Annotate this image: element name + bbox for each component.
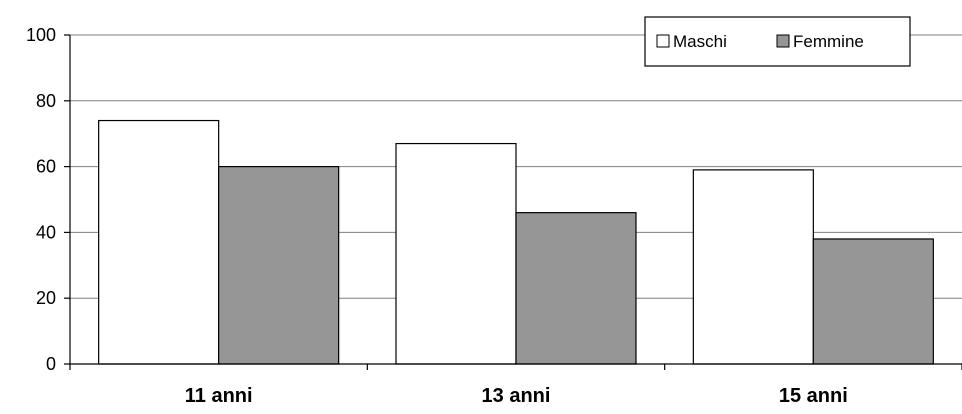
y-tick-label: 20 (36, 288, 56, 308)
legend-swatch-maschi (656, 34, 670, 48)
legend-swatch-femmine (776, 34, 790, 48)
bar-femmine-2 (515, 212, 637, 365)
y-tick-label: 40 (36, 222, 56, 242)
bars (98, 119, 934, 365)
legend: Maschi Femmine (644, 16, 911, 67)
y-tick-label: 80 (36, 91, 56, 111)
y-tick-label: 60 (36, 157, 56, 177)
legend-label-femmine: Femmine (793, 32, 864, 51)
x-category-label: 13 anni (482, 385, 551, 407)
x-category-label: 11 anni (185, 385, 253, 407)
bar-maschi-3 (692, 169, 814, 365)
bar-maschi-1 (98, 119, 220, 365)
y-tick-label: 100 (26, 25, 56, 45)
x-ticks: 11 anni 13 anni 15 anni (69, 364, 962, 407)
y-tick-label: 0 (46, 354, 56, 374)
bar-maschi-2 (395, 142, 517, 365)
legend-label-maschi: Maschi (673, 32, 727, 51)
axes (69, 35, 962, 365)
bar-femmine-1 (218, 166, 340, 365)
y-ticks: 0 20 40 60 80 100 (26, 25, 70, 374)
x-category-label: 15 anni (779, 385, 848, 407)
bar-femmine-3 (812, 238, 934, 365)
